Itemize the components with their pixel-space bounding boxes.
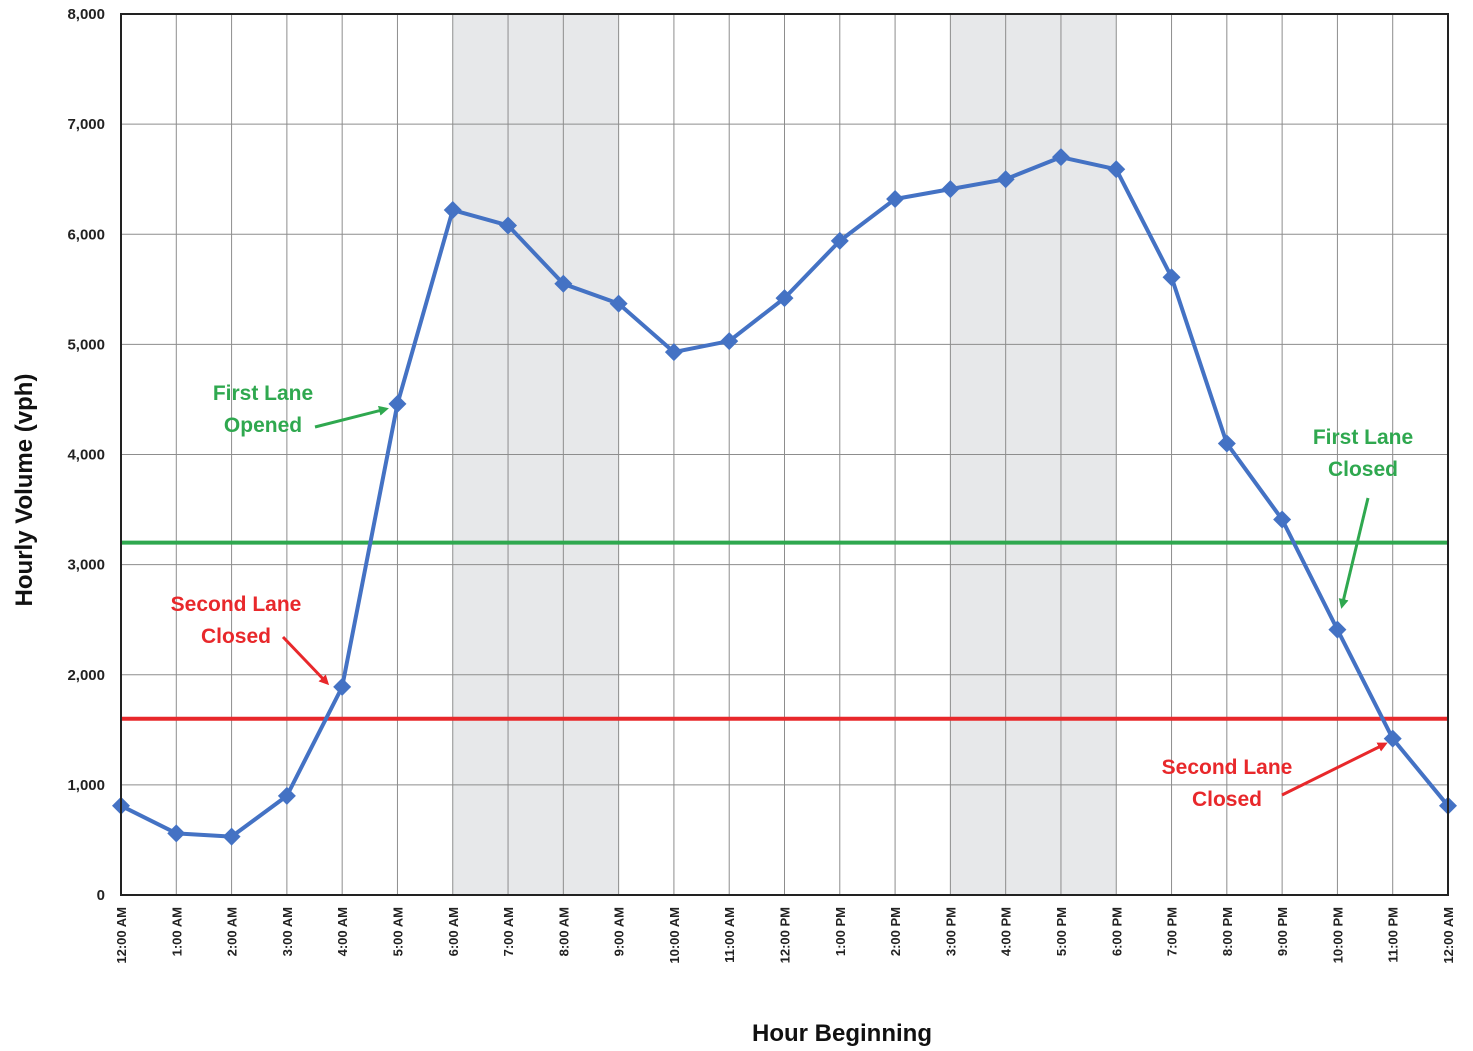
data-point-marker xyxy=(1107,160,1126,179)
x-tick-label: 6:00 AM xyxy=(446,907,461,956)
annotation-arrow xyxy=(1338,497,1370,609)
y-tick-label: 1,000 xyxy=(67,777,105,794)
y-tick-label: 4,000 xyxy=(67,447,105,464)
data-point-marker xyxy=(333,677,352,696)
data-point-marker xyxy=(1383,729,1402,748)
annotation-text: First Lane xyxy=(1313,426,1413,449)
annotation-text: Second Lane xyxy=(171,593,302,616)
data-point-marker xyxy=(1217,434,1236,453)
axes: 0 1,000 2,000 3,000 4,000 5,000 6,000 7,000 8,00… xyxy=(67,6,1456,964)
x-tick-label: 2:00 AM xyxy=(225,907,240,956)
data-point-marker xyxy=(167,824,186,843)
plot-frame xyxy=(120,13,1449,896)
y-tick-label: 6,000 xyxy=(67,226,105,243)
x-tick-label: 7:00 PM xyxy=(1165,907,1180,956)
data-point-marker xyxy=(277,786,296,805)
annotation-arrow xyxy=(314,405,389,429)
data-point-marker xyxy=(664,343,683,362)
y-axis-title: Hourly Volume (vph) xyxy=(11,374,38,607)
x-tick-label: 5:00 AM xyxy=(390,907,405,956)
annotation-arrow xyxy=(281,635,330,686)
threshold-lines xyxy=(121,540,1448,721)
data-point-marker xyxy=(388,394,407,413)
data-point-marker xyxy=(222,827,241,846)
x-tick-label: 9:00 PM xyxy=(1275,907,1290,956)
data-point-marker xyxy=(443,201,462,220)
x-tick-label: 2:00 PM xyxy=(888,907,903,956)
annotation-text: Second Lane xyxy=(1162,756,1293,779)
x-tick-label: 8:00 PM xyxy=(1220,907,1235,956)
data-point-marker xyxy=(1273,510,1292,529)
x-tick-label: 11:00 AM xyxy=(722,907,737,963)
x-tick-label: 4:00 PM xyxy=(999,907,1014,956)
x-tick-label: 11:00 PM xyxy=(1386,907,1401,963)
x-tick-label: 5:00 PM xyxy=(1054,907,1069,956)
x-tick-label: 9:00 AM xyxy=(612,907,627,956)
data-point-marker xyxy=(720,332,739,351)
x-tick-label: 12:00 AM xyxy=(1441,907,1456,964)
data-point-marker xyxy=(499,216,518,235)
y-tick-label: 8,000 xyxy=(67,6,105,23)
annotation-text: Opened xyxy=(224,414,302,437)
annotation-text: First Lane xyxy=(213,382,313,405)
data-point-marker xyxy=(1162,268,1181,287)
annotation-text: Closed xyxy=(1328,458,1398,481)
y-tick-label: 0 xyxy=(97,887,105,904)
annotation-arrow xyxy=(1281,742,1388,797)
data-point-marker xyxy=(1051,148,1070,167)
annotation-text: Closed xyxy=(1192,788,1262,811)
grid-lines xyxy=(120,13,1449,896)
y-tick-label: 7,000 xyxy=(67,116,105,133)
data-point-marker xyxy=(996,170,1015,189)
x-tick-label: 1:00 AM xyxy=(169,907,184,956)
x-tick-label: 8:00 AM xyxy=(556,907,571,956)
y-tick-label: 3,000 xyxy=(67,557,105,574)
data-point-marker xyxy=(830,231,849,250)
annotations: First Lane Opened Second Lane Closed First L… xyxy=(171,382,1414,811)
data-point-marker xyxy=(609,294,628,313)
y-tick-label: 5,000 xyxy=(67,336,105,353)
x-tick-label: 10:00 PM xyxy=(1330,907,1345,963)
x-tick-label: 7:00 AM xyxy=(501,907,516,956)
data-point-marker xyxy=(775,289,794,308)
data-point-marker xyxy=(554,274,573,293)
x-tick-label: 10:00 AM xyxy=(667,907,682,964)
x-tick-label: 3:00 AM xyxy=(280,907,295,956)
x-tick-label: 12:00 AM xyxy=(114,907,129,964)
annotation-text: Closed xyxy=(201,625,271,648)
x-tick-label: 12:00 PM xyxy=(778,907,793,963)
data-point-marker xyxy=(941,180,960,199)
x-tick-label: 1:00 PM xyxy=(833,907,848,956)
x-tick-label: 4:00 AM xyxy=(335,907,350,956)
data-point-marker xyxy=(886,190,905,209)
volume-series xyxy=(112,148,1457,846)
y-tick-label: 2,000 xyxy=(67,667,105,684)
x-tick-label: 3:00 PM xyxy=(943,907,958,956)
x-tick-label: 6:00 PM xyxy=(1109,907,1124,956)
x-axis-title: Hour Beginning xyxy=(752,1020,932,1047)
data-point-marker xyxy=(1328,620,1347,639)
